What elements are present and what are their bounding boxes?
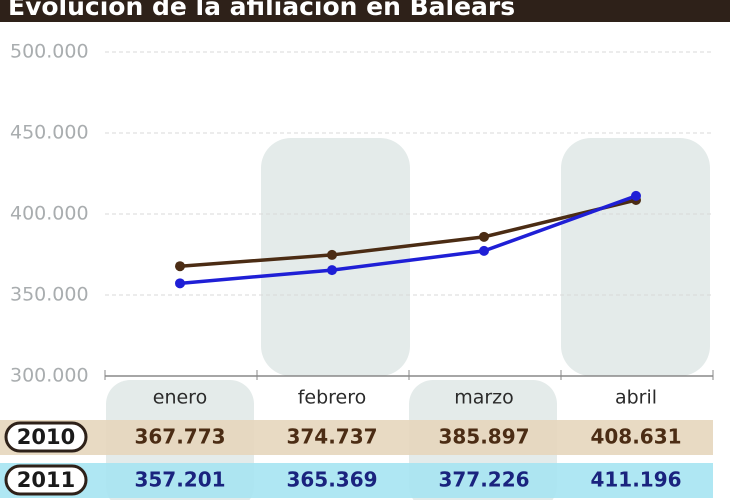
point — [327, 249, 337, 260]
row-2011 — [0, 463, 713, 498]
y-tick-label: 300.000 — [10, 365, 89, 387]
series-line — [179, 194, 637, 286]
x-tick-label: febrero — [298, 387, 367, 409]
table-value: 365.369 — [286, 468, 377, 492]
point — [175, 261, 185, 272]
row-label: 2010 — [17, 425, 75, 449]
row-label-pill — [4, 421, 88, 453]
chart-title: Evolución de la afiliación en Balears — [8, 0, 515, 21]
x-tick-label: abril — [615, 387, 657, 409]
point — [175, 278, 185, 289]
table-value: 367.773 — [134, 425, 225, 449]
row-label-pill — [4, 464, 88, 496]
x-tick-label: marzo — [454, 387, 514, 409]
series-line — [179, 198, 637, 268]
table-value: 357.201 — [134, 468, 225, 492]
row-label: 2011 — [17, 468, 75, 492]
table-value: 411.196 — [590, 468, 681, 492]
y-tick-label: 400.000 — [10, 203, 89, 225]
point — [631, 190, 641, 201]
point — [327, 265, 337, 276]
table-value: 408.631 — [590, 425, 681, 449]
column-shade — [561, 138, 710, 376]
point — [479, 245, 489, 256]
y-tick-label: 450.000 — [10, 122, 89, 144]
table-value: 385.897 — [438, 425, 529, 449]
y-tick-label: 500.000 — [10, 41, 89, 63]
point — [479, 231, 489, 242]
table-value: 377.226 — [438, 468, 529, 492]
row-2010 — [0, 420, 713, 455]
x-tick-label: enero — [153, 387, 207, 409]
y-tick-label: 350.000 — [10, 284, 89, 306]
table-value: 374.737 — [286, 425, 377, 449]
title-bar — [0, 0, 730, 22]
